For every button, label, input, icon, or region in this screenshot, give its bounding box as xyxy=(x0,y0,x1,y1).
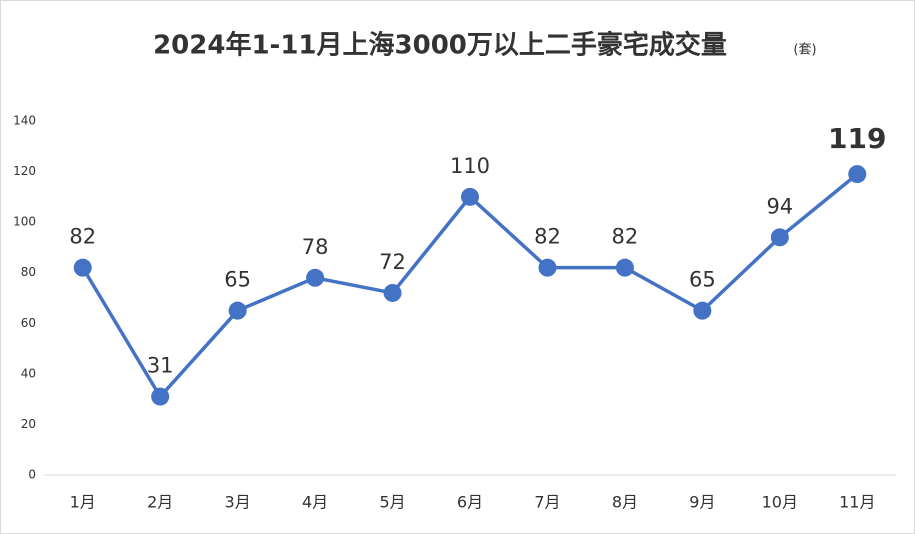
y-tick-label: 40 xyxy=(21,366,36,380)
y-tick-label: 0 xyxy=(28,468,36,482)
x-tick-label: 7月 xyxy=(534,493,560,512)
x-tick-label: 6月 xyxy=(457,493,483,512)
x-tick-label: 4月 xyxy=(302,493,328,512)
value-label: 31 xyxy=(147,354,174,378)
point xyxy=(73,258,92,277)
point xyxy=(615,258,634,277)
y-tick-label: 20 xyxy=(21,417,36,431)
y-tick-label: 100 xyxy=(13,215,36,229)
point xyxy=(306,268,325,287)
x-tick-label: 1月 xyxy=(70,493,96,512)
x-tick-label: 5月 xyxy=(379,493,405,512)
x-tick-label: 2月 xyxy=(147,493,173,512)
chart-title: 2024年1-11月上海3000万以上二手豪宅成交量 xyxy=(153,30,727,61)
value-label: 82 xyxy=(534,225,561,249)
y-tick-label: 80 xyxy=(21,265,36,279)
y-tick-label: 120 xyxy=(13,164,36,178)
y-tick-label: 140 xyxy=(13,114,36,128)
point xyxy=(151,387,170,406)
point xyxy=(693,301,712,320)
value-label: 119 xyxy=(828,122,886,155)
value-label: 65 xyxy=(224,268,251,292)
point xyxy=(383,283,402,302)
value-label: 65 xyxy=(689,268,716,292)
value-label: 82 xyxy=(69,225,96,249)
point xyxy=(461,187,479,206)
y-tick-label: 60 xyxy=(21,316,36,330)
value-label: 78 xyxy=(302,235,329,259)
value-label: 110 xyxy=(450,154,490,178)
x-tick-label: 3月 xyxy=(225,493,251,512)
x-tick-label: 10月 xyxy=(762,493,798,512)
point xyxy=(228,301,247,320)
point xyxy=(770,228,789,247)
chart-unit: (套) xyxy=(793,42,816,58)
value-label: 94 xyxy=(766,194,793,218)
x-tick-label: 9月 xyxy=(689,493,715,512)
value-label: 82 xyxy=(612,225,639,249)
x-tick-label: 8月 xyxy=(612,493,638,512)
value-label: 72 xyxy=(379,250,406,274)
point xyxy=(538,258,557,277)
x-tick-label: 11月 xyxy=(839,493,875,512)
point xyxy=(848,165,867,184)
